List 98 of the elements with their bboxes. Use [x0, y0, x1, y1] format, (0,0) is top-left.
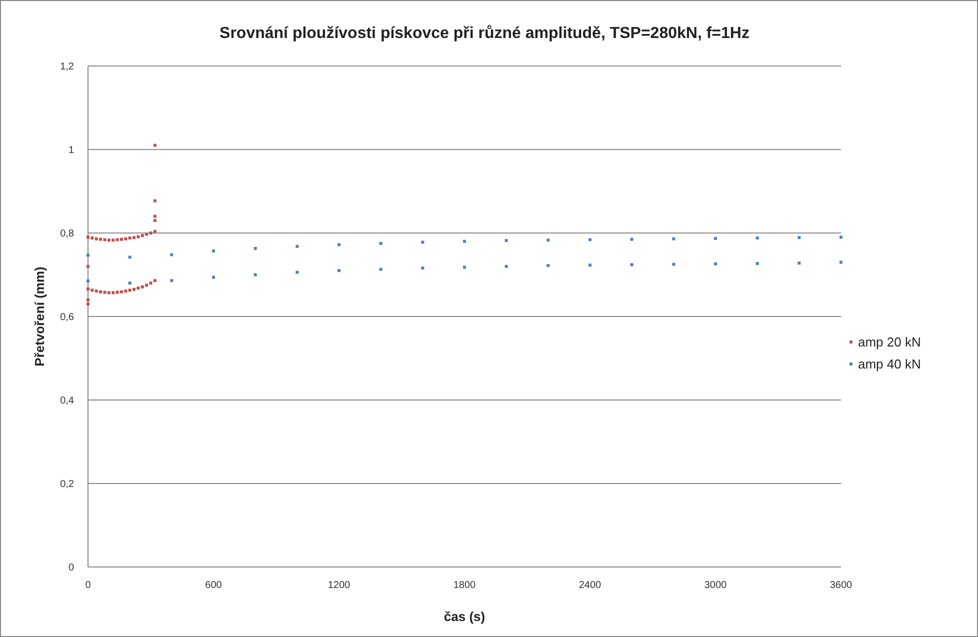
- y-tick-label: 0,4: [60, 396, 74, 406]
- point: [756, 262, 759, 265]
- point: [86, 302, 90, 306]
- point: [588, 238, 592, 242]
- point: [86, 236, 90, 239]
- point: [153, 199, 156, 202]
- point: [107, 238, 110, 242]
- point: [153, 230, 156, 233]
- point: [120, 290, 123, 294]
- point: [145, 232, 148, 236]
- point: [630, 238, 634, 241]
- point: [103, 238, 106, 242]
- point: [212, 276, 215, 279]
- x-tick-label: 3000: [704, 580, 728, 591]
- point: [714, 236, 717, 240]
- point: [338, 243, 340, 246]
- point: [153, 214, 156, 218]
- x-tick-label: 600: [205, 580, 222, 591]
- point: [103, 290, 106, 294]
- point: [840, 260, 842, 264]
- point: [798, 262, 801, 265]
- point: [379, 242, 382, 245]
- point: [630, 263, 634, 266]
- point: [116, 238, 119, 242]
- point: [421, 266, 424, 270]
- point: [132, 236, 136, 240]
- point: [170, 279, 174, 282]
- point: [128, 288, 132, 292]
- point: [149, 232, 152, 234]
- point: [128, 236, 132, 240]
- point: [672, 237, 676, 240]
- point: [86, 298, 90, 302]
- x-tick-label: 1200: [328, 580, 351, 591]
- point: [504, 239, 508, 242]
- point: [463, 266, 466, 269]
- point: [212, 249, 215, 252]
- point: [153, 279, 156, 282]
- point: [504, 264, 508, 268]
- point: [94, 237, 98, 240]
- y-tick-label: 0: [68, 562, 74, 574]
- point: [756, 236, 759, 240]
- legend-label: amp 20 kN: [858, 334, 921, 350]
- point: [672, 262, 676, 266]
- point: [86, 287, 90, 290]
- point: [463, 240, 466, 243]
- point: [128, 282, 132, 285]
- point: [107, 291, 110, 294]
- point: [94, 290, 98, 293]
- point: [714, 262, 717, 266]
- point: [128, 256, 132, 259]
- point: [112, 291, 115, 294]
- y-tick-label: 0,2: [60, 479, 74, 490]
- point: [136, 235, 140, 238]
- y-tick-label: 1: [68, 145, 74, 156]
- point: [112, 238, 115, 242]
- point: [86, 254, 90, 257]
- point: [116, 290, 119, 294]
- y-axis-title: Přetvoření (mm): [32, 266, 47, 366]
- point: [124, 290, 128, 293]
- point: [588, 264, 592, 267]
- point: [90, 236, 94, 240]
- point: [338, 269, 340, 272]
- point: [99, 290, 102, 294]
- point: [145, 284, 148, 287]
- point: [546, 238, 550, 242]
- point: [798, 236, 801, 240]
- point: [120, 238, 123, 241]
- x-tick-label: 1800: [453, 580, 476, 591]
- point: [296, 270, 299, 274]
- x-tick-label: 3600: [830, 580, 853, 591]
- point: [140, 285, 144, 288]
- point: [153, 218, 156, 222]
- y-tick-label: 0,8: [60, 228, 74, 240]
- point: [170, 253, 174, 256]
- point: [149, 282, 152, 285]
- y-tick-label: 0,6: [60, 312, 74, 323]
- chart-title: Srovnání ploužívosti pískovce při různé amplitudě, TSP=280kN, f=1Hz: [220, 25, 750, 42]
- point: [254, 246, 257, 250]
- point: [99, 238, 102, 241]
- point: [379, 268, 382, 271]
- x-tick-label: 2400: [578, 580, 602, 591]
- point: [86, 264, 90, 268]
- point: [136, 286, 140, 290]
- point: [90, 288, 94, 292]
- legend-label: amp 40 kN: [858, 356, 921, 372]
- point: [840, 236, 842, 239]
- point: [254, 273, 257, 276]
- point: [421, 240, 424, 244]
- x-tick-label: 0: [85, 580, 92, 591]
- point: [546, 264, 550, 268]
- x-axis-title: čas (s): [444, 609, 486, 624]
- point: [296, 244, 299, 248]
- point: [124, 237, 128, 240]
- point: [153, 144, 156, 147]
- point: [140, 234, 144, 238]
- y-tick-label: 1,2: [60, 62, 74, 72]
- point: [86, 280, 90, 283]
- point: [132, 288, 136, 291]
